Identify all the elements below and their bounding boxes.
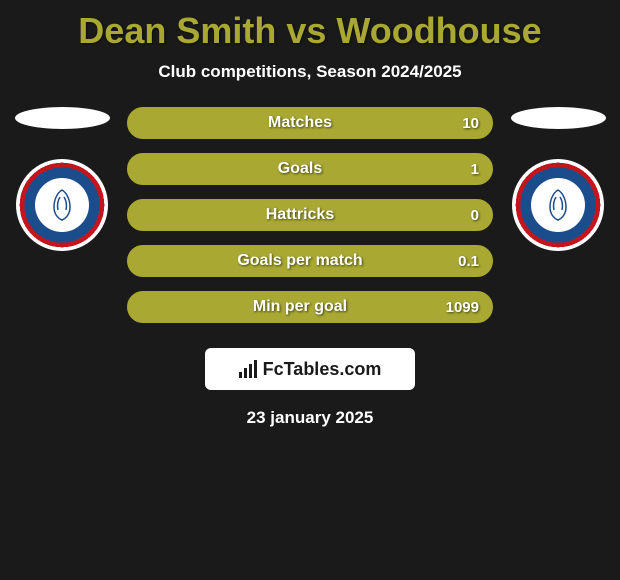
- player-avatar-right: [511, 107, 606, 129]
- bar-chart-icon: [239, 360, 257, 378]
- player-column-right: [508, 107, 608, 251]
- stat-right-value: 1099: [439, 299, 479, 316]
- stat-bar-goals: Goals 1: [127, 153, 493, 185]
- stats-column: Matches 10 Goals 1 Hattricks 0 Goals per…: [127, 107, 493, 323]
- club-crest-icon: [35, 178, 89, 232]
- stat-bar-matches: Matches 10: [127, 107, 493, 139]
- subtitle: Club competitions, Season 2024/2025: [12, 62, 608, 82]
- comparison-infographic: Dean Smith vs Woodhouse Club competition…: [0, 0, 620, 580]
- stat-bar-goals-per-match: Goals per match 0.1: [127, 245, 493, 277]
- logo-text: FcTables.com: [263, 359, 382, 380]
- stat-label: Goals per match: [161, 252, 439, 270]
- main-content-row: Matches 10 Goals 1 Hattricks 0 Goals per…: [12, 107, 608, 323]
- fctables-logo[interactable]: FcTables.com: [205, 348, 415, 390]
- club-crest-icon: [531, 178, 585, 232]
- stat-label: Min per goal: [161, 298, 439, 316]
- club-badge-right: [512, 159, 604, 251]
- stat-label: Matches: [161, 114, 439, 132]
- player-column-left: [12, 107, 112, 251]
- stat-right-value: 0.1: [439, 253, 479, 270]
- stat-label: Hattricks: [161, 206, 439, 224]
- player-avatar-left: [15, 107, 110, 129]
- date-label: 23 january 2025: [12, 408, 608, 428]
- phoenix-icon: [538, 185, 578, 225]
- stat-right-value: 1: [439, 161, 479, 178]
- stat-right-value: 0: [439, 207, 479, 224]
- stat-bar-min-per-goal: Min per goal 1099: [127, 291, 493, 323]
- page-title: Dean Smith vs Woodhouse: [12, 10, 608, 52]
- stat-right-value: 10: [439, 115, 479, 132]
- club-badge-left: [16, 159, 108, 251]
- stat-bar-hattricks: Hattricks 0: [127, 199, 493, 231]
- stat-label: Goals: [161, 160, 439, 178]
- phoenix-icon: [42, 185, 82, 225]
